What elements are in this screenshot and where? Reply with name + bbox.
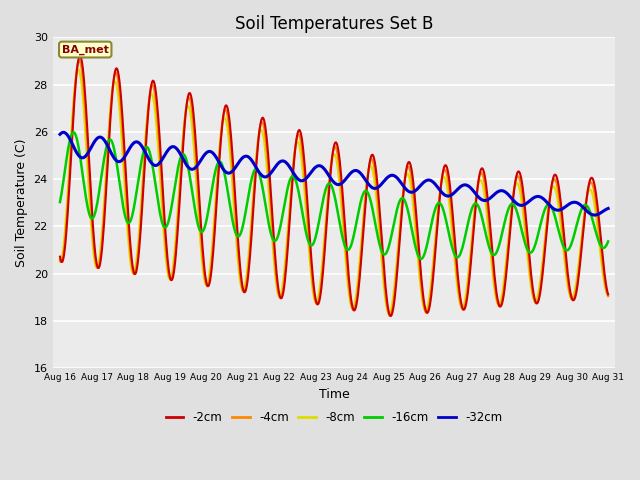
X-axis label: Time: Time [319, 387, 349, 401]
Y-axis label: Soil Temperature (C): Soil Temperature (C) [15, 139, 28, 267]
Text: BA_met: BA_met [62, 45, 109, 55]
Title: Soil Temperatures Set B: Soil Temperatures Set B [235, 15, 433, 33]
Legend: -2cm, -4cm, -8cm, -16cm, -32cm: -2cm, -4cm, -8cm, -16cm, -32cm [161, 406, 508, 429]
